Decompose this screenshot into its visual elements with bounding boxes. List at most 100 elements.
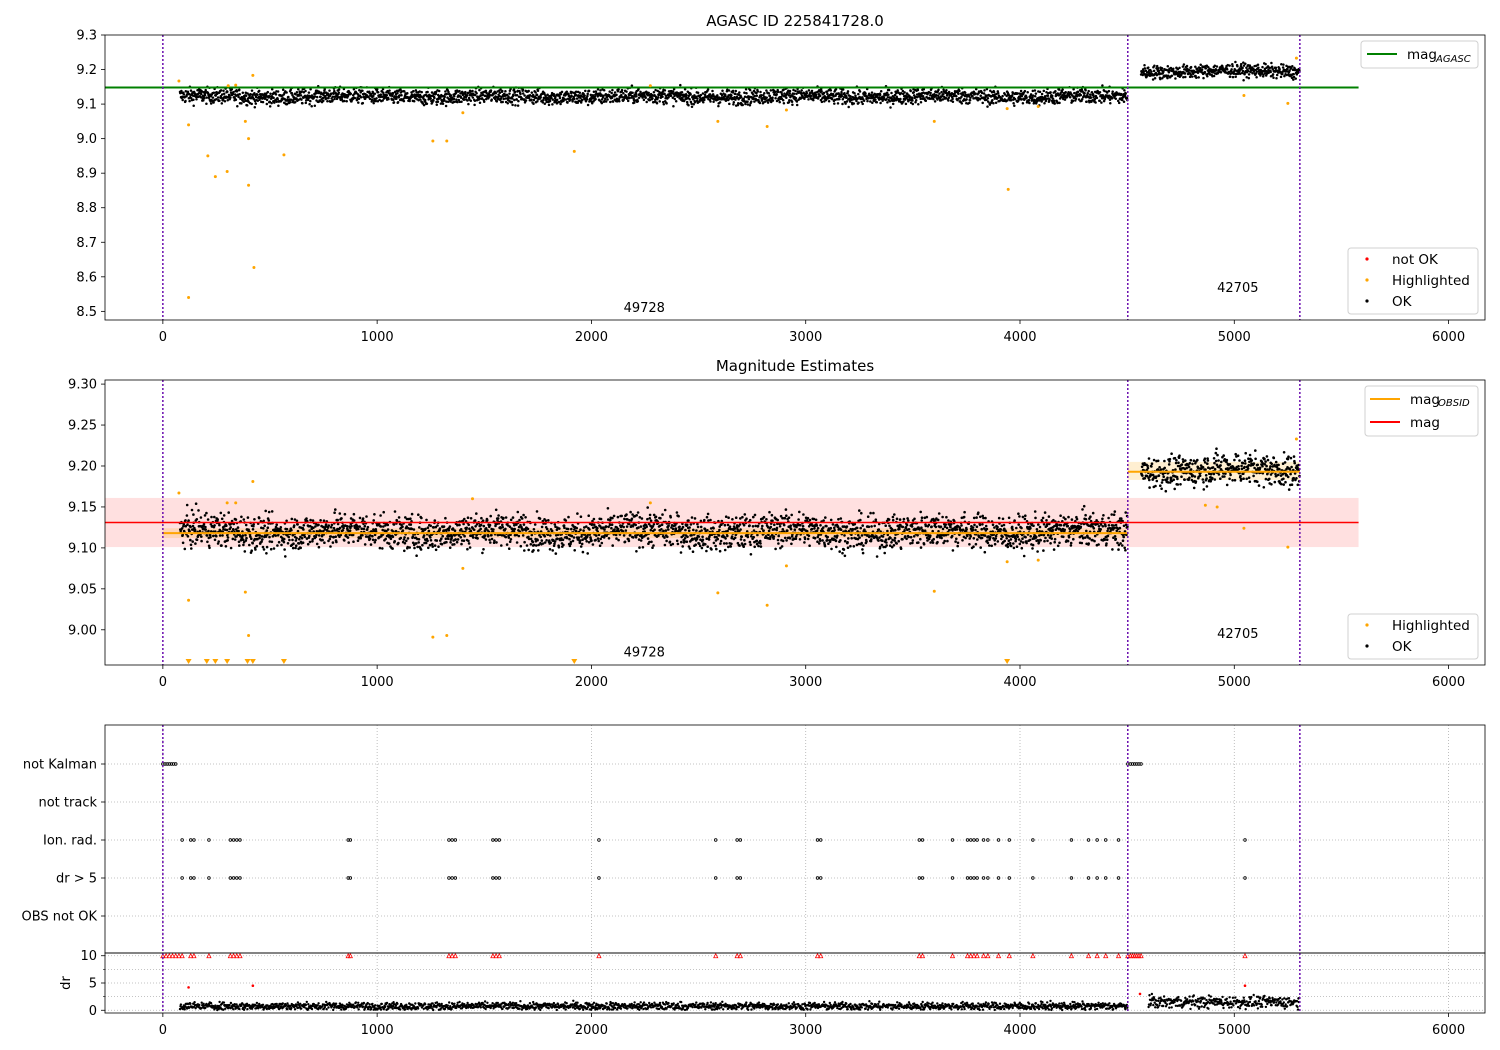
ok-point bbox=[226, 90, 229, 93]
ok-point bbox=[515, 94, 519, 97]
ok-point bbox=[277, 104, 280, 108]
ok-point bbox=[495, 100, 499, 103]
ok-point bbox=[709, 100, 712, 103]
ok-point bbox=[951, 100, 955, 103]
ok-point bbox=[746, 535, 750, 539]
ok-point bbox=[467, 539, 470, 543]
ok-point bbox=[296, 529, 300, 533]
ok-point bbox=[582, 529, 585, 532]
ok-point bbox=[247, 96, 251, 100]
ok-point bbox=[652, 523, 656, 526]
ok-point bbox=[630, 84, 634, 87]
ok-point bbox=[579, 545, 583, 548]
ok-point bbox=[663, 508, 667, 512]
ok-point bbox=[600, 101, 604, 105]
ok-point bbox=[549, 541, 552, 544]
ok-point bbox=[420, 516, 423, 520]
ok-point bbox=[588, 528, 591, 531]
ok-point bbox=[249, 93, 252, 96]
ok-point bbox=[232, 90, 235, 94]
ok-point bbox=[289, 98, 293, 102]
ok-point bbox=[352, 87, 356, 91]
ok-point bbox=[204, 88, 207, 92]
y-tick-label: 9.1 bbox=[76, 98, 97, 113]
ok-point bbox=[251, 541, 254, 545]
ok-point bbox=[361, 517, 365, 520]
ok-point bbox=[610, 91, 613, 95]
ok-point bbox=[348, 529, 352, 532]
ok-point bbox=[451, 96, 454, 99]
ok-point bbox=[361, 533, 364, 537]
ok-point bbox=[634, 523, 637, 527]
ok-point bbox=[585, 540, 588, 543]
ok-point bbox=[559, 92, 563, 96]
ok-point bbox=[238, 544, 241, 547]
ok-point bbox=[222, 92, 226, 96]
ok-point bbox=[438, 527, 442, 530]
ok-point bbox=[295, 536, 298, 540]
ok-point bbox=[435, 539, 439, 542]
ok-point bbox=[634, 99, 637, 102]
ok-point bbox=[710, 548, 713, 551]
obsid-label: 49728 bbox=[624, 301, 665, 316]
ok-point bbox=[829, 89, 833, 92]
highlighted-point bbox=[1294, 56, 1298, 60]
ok-point bbox=[427, 529, 431, 533]
ok-point bbox=[340, 97, 344, 101]
ok-point bbox=[758, 101, 762, 105]
ok-point bbox=[667, 528, 670, 531]
ok-point bbox=[264, 509, 268, 513]
ok-point bbox=[719, 539, 723, 543]
ok-point bbox=[219, 511, 223, 515]
ok-point bbox=[911, 102, 915, 106]
ok-point bbox=[517, 534, 521, 538]
ok-point bbox=[294, 93, 297, 96]
ok-point bbox=[1064, 90, 1067, 94]
ok-point bbox=[459, 528, 463, 531]
ok-point bbox=[833, 102, 836, 105]
ok-point bbox=[1195, 76, 1198, 80]
ok-point bbox=[331, 98, 334, 102]
ok-point bbox=[690, 102, 693, 105]
ok-point bbox=[519, 92, 522, 96]
ok-point bbox=[511, 103, 514, 107]
ok-point bbox=[357, 101, 360, 104]
ok-point bbox=[677, 514, 680, 518]
ok-point bbox=[947, 99, 950, 102]
ok-point bbox=[484, 538, 488, 541]
ok-point bbox=[384, 537, 388, 541]
ok-point bbox=[183, 547, 187, 551]
ok-point bbox=[625, 90, 628, 93]
ok-point bbox=[483, 534, 487, 537]
ok-point bbox=[268, 535, 271, 539]
ok-point bbox=[1234, 60, 1237, 64]
ok-point bbox=[733, 536, 737, 540]
ok-point bbox=[244, 534, 247, 537]
ok-point bbox=[465, 94, 469, 97]
ok-point bbox=[547, 103, 551, 107]
ok-point bbox=[912, 90, 916, 94]
ok-point bbox=[420, 90, 423, 94]
ok-point bbox=[1089, 96, 1093, 99]
ok-point bbox=[712, 527, 715, 530]
ok-point bbox=[803, 97, 806, 101]
ok-point bbox=[447, 90, 450, 94]
ok-point bbox=[254, 102, 258, 105]
ok-point bbox=[189, 543, 193, 547]
ok-point bbox=[370, 98, 374, 101]
ok-point bbox=[1098, 99, 1101, 102]
ok-point bbox=[214, 94, 217, 97]
ok-point bbox=[1256, 63, 1260, 67]
ok-point bbox=[566, 527, 570, 531]
ok-point bbox=[688, 526, 691, 529]
ok-point bbox=[181, 98, 184, 102]
ok-point bbox=[655, 102, 659, 105]
ok-point bbox=[576, 101, 580, 105]
ok-point bbox=[229, 526, 232, 529]
legend-label-mag-agasc: mag bbox=[1407, 47, 1437, 63]
ok-point bbox=[346, 536, 350, 539]
ok-point bbox=[521, 88, 525, 91]
ok-point bbox=[444, 537, 448, 541]
ok-point bbox=[849, 95, 852, 99]
ok-point bbox=[889, 106, 892, 109]
